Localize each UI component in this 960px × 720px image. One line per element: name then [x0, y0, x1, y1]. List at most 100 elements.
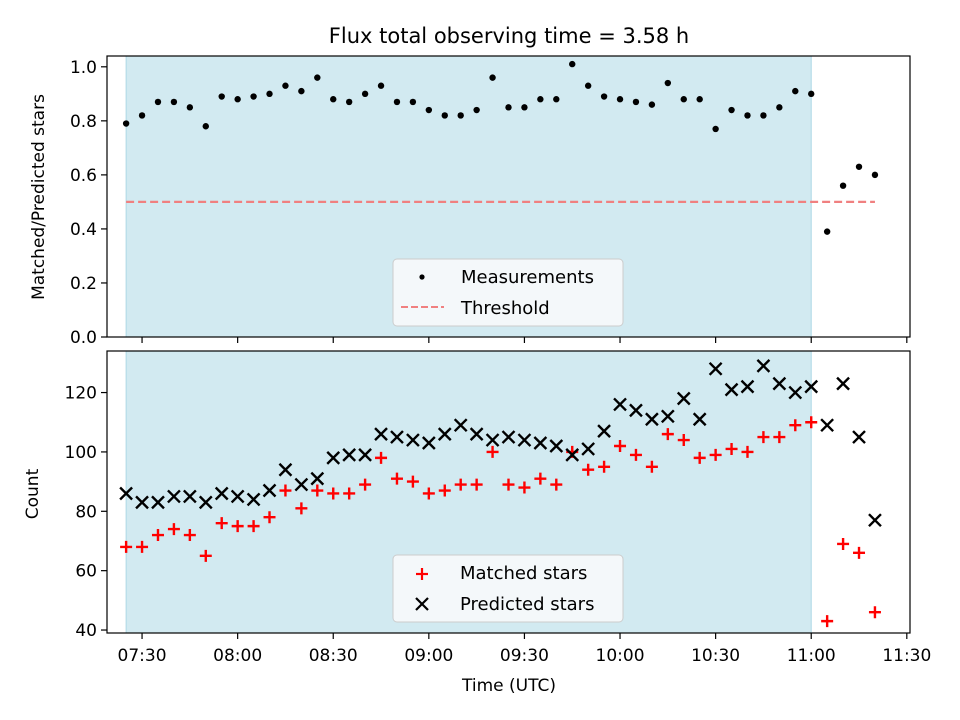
measurements-point [186, 104, 194, 111]
y-tick-label: 0.2 [70, 274, 97, 294]
predicted-stars-point [183, 489, 197, 504]
matched-stars-point [279, 484, 292, 497]
y-tick-label: 0.4 [70, 220, 97, 240]
predicted-stars-point [326, 451, 341, 465]
matched-stars-point [247, 520, 260, 533]
matched-stars-point [136, 540, 149, 553]
y-tick-label: 120 [65, 384, 97, 404]
predicted-stars-point [868, 513, 882, 528]
matched-stars-point [215, 517, 228, 530]
predicted-stars-point [804, 379, 819, 394]
measurements-point [377, 82, 385, 89]
predicted-stars-point [772, 376, 787, 391]
predicted-stars-point [374, 427, 388, 441]
measurements-point [569, 60, 576, 68]
measurements-point [345, 98, 353, 106]
predicted-stars-point [613, 397, 627, 412]
measurements-point [616, 96, 624, 103]
measurements-point [298, 87, 305, 95]
measurements-point [202, 123, 209, 130]
top-panel: 0.0 0.2 0.4 0.6 0.8 1.0 Matched/Predicted sta… [29, 55, 911, 348]
x-tick-label: 11:00 [787, 646, 836, 666]
matched-stars-point [167, 523, 180, 536]
x-tick-label: 08:00 [213, 646, 262, 666]
predicted-stars-point [708, 361, 723, 376]
matched-stars-point [199, 549, 212, 562]
matched-stars-point [677, 434, 690, 447]
predicted-stars-point [533, 436, 548, 450]
legend-marker-measurements [419, 274, 425, 280]
predicted-stars-point [453, 418, 468, 433]
predicted-stars-point [294, 477, 309, 492]
measurements-point [776, 104, 783, 111]
top-panel-frame [106, 55, 911, 338]
measurements-point [744, 112, 751, 119]
predicted-stars-point [676, 391, 691, 406]
matched-stars-point [550, 478, 563, 491]
matched-stars-point [805, 416, 818, 429]
measurements-point [138, 112, 146, 119]
y-tick-label: 60 [75, 562, 97, 582]
measurements-point [250, 93, 257, 100]
x-tick-label: 08:30 [309, 646, 358, 666]
predicted-stars-point [549, 439, 564, 453]
measurements-point [441, 112, 448, 119]
predicted-stars-point [645, 412, 659, 427]
matched-stars-point [422, 487, 435, 500]
predicted-stars-point [214, 486, 229, 501]
legend-label-measurements: Measurements [461, 267, 594, 288]
measurements-point [855, 163, 863, 170]
measurements-point [553, 96, 560, 103]
matched-stars-point [359, 478, 372, 491]
x-tick-label: 09:30 [500, 646, 549, 666]
measurements-point [330, 96, 337, 103]
measurements-point [760, 112, 767, 119]
predicted-stars-point [629, 403, 643, 418]
measurements-point [361, 90, 369, 98]
predicted-stars-point [469, 427, 484, 441]
measurements-point [648, 101, 656, 108]
predicted-stars-point [421, 436, 436, 450]
x-axis-label: Time (UTC) [461, 676, 556, 696]
predicted-stars-point [788, 385, 803, 400]
matched-stars-point [773, 431, 786, 444]
predicted-stars-point [852, 430, 866, 444]
matched-stars-point [263, 511, 276, 524]
legend-label-matched-stars: Matched stars [460, 563, 587, 584]
predicted-stars-point [756, 358, 771, 373]
chart-title: Flux total observing time = 3.58 h [329, 24, 689, 48]
matched-stars-point [120, 540, 133, 553]
matched-stars-point [151, 529, 164, 542]
predicted-stars-point [119, 486, 133, 501]
measurements-point [632, 98, 640, 106]
predicted-stars-point [597, 424, 611, 438]
bottom-panel: 40 60 80 100 120 07:30 08:00 08:30 09:00 09:30 10… [23, 350, 931, 696]
measurements-point [218, 93, 225, 100]
predicted-stars-point [501, 430, 516, 444]
matched-stars-point [821, 615, 834, 628]
y-tick-label: 1.0 [70, 58, 97, 78]
y-tick-label: 40 [75, 621, 97, 641]
matched-stars-point [614, 439, 627, 452]
measurements-point [505, 104, 512, 111]
measurements-point [584, 82, 592, 89]
matched-stars-point [598, 460, 611, 473]
measurements-point [457, 112, 464, 119]
matched-stars-point [757, 431, 770, 444]
matched-stars-point [375, 451, 388, 464]
matched-stars-point [853, 546, 866, 559]
matched-stars-point [406, 475, 419, 488]
predicted-stars-point [692, 412, 707, 427]
predicted-stars-point [246, 492, 261, 507]
measurements-point [122, 120, 130, 127]
matched-stars-point [709, 448, 722, 461]
predicted-stars-point [836, 376, 850, 391]
matched-stars-point [438, 484, 451, 497]
predicted-stars-point [437, 427, 452, 441]
matched-stars-point [327, 487, 340, 500]
measurements-point [728, 106, 735, 114]
predicted-stars-point [358, 448, 372, 462]
predicted-stars-point [342, 448, 357, 462]
matched-stars-point [518, 481, 531, 494]
